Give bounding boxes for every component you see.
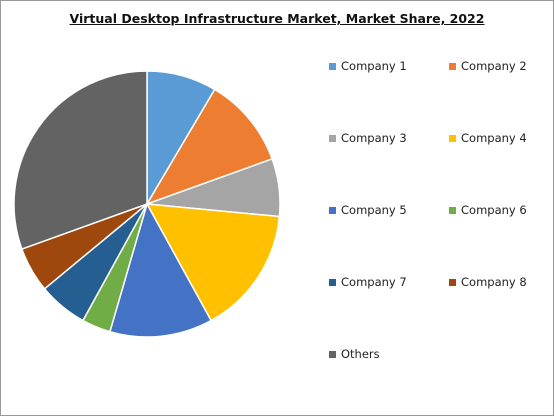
legend-item-company-8: Company 8: [449, 275, 527, 289]
legend-swatch: [329, 350, 336, 358]
legend-item-others: Others: [329, 347, 380, 361]
legend-item-company-2: Company 2: [449, 59, 527, 73]
legend-swatch: [449, 206, 456, 214]
legend-label: Company 1: [341, 59, 407, 73]
legend-label: Others: [341, 347, 380, 361]
legend-item-company-5: Company 5: [329, 203, 407, 217]
legend-swatch: [449, 278, 456, 286]
legend-item-company-6: Company 6: [449, 203, 527, 217]
legend-swatch: [329, 62, 336, 70]
legend-swatch: [329, 134, 336, 142]
legend-label: Company 5: [341, 203, 407, 217]
legend-swatch: [449, 62, 456, 70]
legend-item-company-7: Company 7: [329, 275, 407, 289]
legend-item-company-3: Company 3: [329, 131, 407, 145]
pie-slice-others: [13, 70, 148, 251]
pie-slice-company-2: [145, 88, 274, 206]
legend-label: Company 6: [461, 203, 527, 217]
legend-swatch: [329, 206, 336, 214]
legend-swatch: [449, 134, 456, 142]
legend-label: Company 3: [341, 131, 407, 145]
legend-swatch: [329, 278, 336, 286]
legend-item-company-1: Company 1: [329, 59, 407, 73]
pie-slice-company-4: [145, 203, 281, 322]
pie-slice-company-5: [108, 202, 213, 338]
legend-label: Company 2: [461, 59, 527, 73]
legend-item-company-4: Company 4: [449, 131, 527, 145]
legend: Company 1 Company 2 Company 3 Company 4 Comp…: [329, 59, 549, 379]
pie-chart: [13, 70, 281, 338]
legend-label: Company 8: [461, 275, 527, 289]
legend-label: Company 4: [461, 131, 527, 145]
chart-title: Virtual Desktop Infrastructure Market, M…: [69, 11, 485, 26]
legend-label: Company 7: [341, 275, 407, 289]
